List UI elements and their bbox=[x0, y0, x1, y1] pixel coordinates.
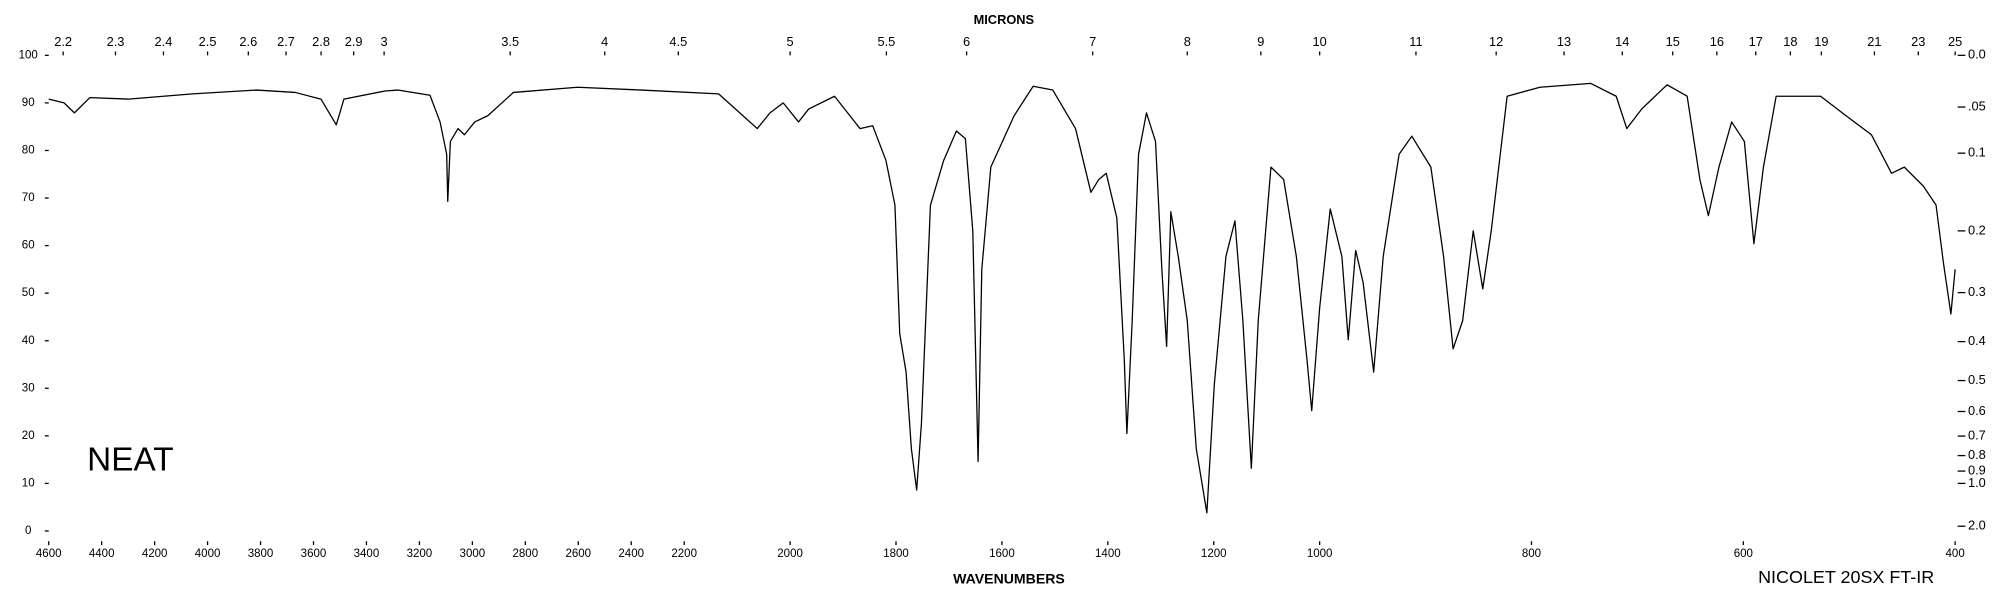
spectrum-line bbox=[48, 82, 1956, 514]
x2-tick-label: 19 bbox=[1814, 34, 1828, 49]
x-tick-label: 1400 bbox=[1095, 548, 1121, 560]
x2-tick-label: 7 bbox=[1089, 34, 1096, 49]
y-tick-label: 30 bbox=[22, 382, 35, 394]
y2-tick-label: 1.0 bbox=[1968, 475, 1986, 490]
annotation: NICOLET 20SX FT-IR bbox=[1758, 567, 1934, 587]
y-tick-label: 60 bbox=[22, 240, 35, 252]
x2-tick-label: 2.3 bbox=[107, 34, 125, 49]
y2-tick-label: 2.0 bbox=[1968, 518, 1986, 533]
x2-tick-label: 2.9 bbox=[345, 34, 363, 49]
x2-tick-label: 3.5 bbox=[501, 34, 519, 49]
y2-tick-label: 0.9 bbox=[1968, 462, 1986, 477]
y2-tick-label: 0.6 bbox=[1968, 403, 1986, 418]
x-tick-label: 2000 bbox=[777, 548, 803, 560]
x2-tick-label: 2.2 bbox=[54, 34, 72, 49]
x-tick-label: 4600 bbox=[36, 548, 62, 560]
x-tick-label: 1000 bbox=[1307, 548, 1333, 560]
x2-tick-label: 6 bbox=[963, 34, 970, 49]
x-tick-label: 3200 bbox=[407, 548, 433, 560]
x-tick-label: 3400 bbox=[354, 548, 380, 560]
y-tick-label: 80 bbox=[22, 145, 35, 157]
y2-tick-label: 0.2 bbox=[1968, 222, 1986, 237]
x2-tick-label: 4 bbox=[601, 34, 608, 49]
x-tick-label: 2800 bbox=[513, 548, 539, 560]
x-tick-label: 800 bbox=[1522, 548, 1541, 560]
x-tick-label: 1600 bbox=[989, 548, 1015, 560]
x-tick-label: 2200 bbox=[671, 548, 697, 560]
y2-tick-label: 0.0 bbox=[1968, 47, 1986, 62]
x2-tick-label: 21 bbox=[1867, 34, 1881, 49]
x-tick-label: 3000 bbox=[460, 548, 486, 560]
x-tick-label: 2400 bbox=[618, 548, 644, 560]
x-tick-label: 4000 bbox=[195, 548, 221, 560]
x2-tick-label: 15 bbox=[1666, 34, 1680, 49]
x2-tick-label: 18 bbox=[1783, 34, 1797, 49]
y-tick-label: 10 bbox=[22, 477, 35, 489]
y-tick-label: 90 bbox=[22, 97, 35, 109]
x-tick-label: 400 bbox=[1946, 548, 1965, 560]
y2-tick-label: 0.7 bbox=[1968, 427, 1986, 442]
x-tick-label: 3800 bbox=[248, 548, 274, 560]
x-tick-label: 600 bbox=[1734, 548, 1753, 560]
x2-tick-label: 2.8 bbox=[312, 34, 330, 49]
y-tick-label: 40 bbox=[22, 335, 35, 347]
y-tick-label: 100 bbox=[19, 49, 38, 61]
x-tick-label: 1200 bbox=[1201, 548, 1227, 560]
x2-tick-label: 11 bbox=[1409, 34, 1422, 49]
y2-tick-label: 0.4 bbox=[1968, 333, 1986, 348]
x2-tick-label: 3 bbox=[381, 34, 388, 49]
x-tick-label: 3600 bbox=[301, 548, 327, 560]
x2-tick-label: 5 bbox=[787, 34, 794, 49]
x2-tick-label: 17 bbox=[1749, 34, 1763, 49]
x2-axis-title: MICRONS bbox=[974, 12, 1035, 27]
x2-tick-label: 2.5 bbox=[199, 34, 217, 49]
x2-tick-label: 8 bbox=[1184, 34, 1191, 49]
y-tick-label: 50 bbox=[22, 287, 35, 299]
x2-tick-label: 2.7 bbox=[277, 34, 295, 49]
x2-tick-label: 25 bbox=[1948, 34, 1962, 49]
x-axis-title: WAVENUMBERS bbox=[953, 570, 1065, 586]
x2-tick-label: 12 bbox=[1489, 34, 1503, 49]
y2-tick-label: .05 bbox=[1968, 98, 1986, 113]
x-tick-label: 2600 bbox=[565, 548, 591, 560]
annotation: NEAT bbox=[87, 442, 173, 479]
x2-tick-label: 10 bbox=[1313, 34, 1327, 49]
y2-tick-label: 0.5 bbox=[1968, 372, 1986, 387]
y2-tick-label: 0.3 bbox=[1968, 284, 1986, 299]
x2-tick-label: 9 bbox=[1257, 34, 1264, 49]
x2-tick-label: 4.5 bbox=[669, 34, 687, 49]
y2-tick-label: 0.1 bbox=[1968, 145, 1986, 160]
x2-tick-label: 2.6 bbox=[239, 34, 257, 49]
x2-tick-label: 23 bbox=[1911, 34, 1925, 49]
x-tick-label: 1800 bbox=[883, 548, 909, 560]
x2-tick-label: 2.4 bbox=[155, 34, 173, 49]
x2-tick-label: 13 bbox=[1557, 34, 1571, 49]
y-tick-label: 0 bbox=[25, 525, 31, 537]
y-tick-label: 70 bbox=[22, 192, 35, 204]
y-tick-label: 20 bbox=[22, 430, 35, 442]
x2-tick-label: 14 bbox=[1615, 34, 1629, 49]
x2-tick-label: 16 bbox=[1710, 34, 1724, 49]
x-tick-label: 4200 bbox=[142, 548, 168, 560]
x2-tick-label: 5.5 bbox=[877, 34, 895, 49]
y2-tick-label: 0.8 bbox=[1968, 447, 1986, 462]
x-tick-label: 4400 bbox=[89, 548, 115, 560]
